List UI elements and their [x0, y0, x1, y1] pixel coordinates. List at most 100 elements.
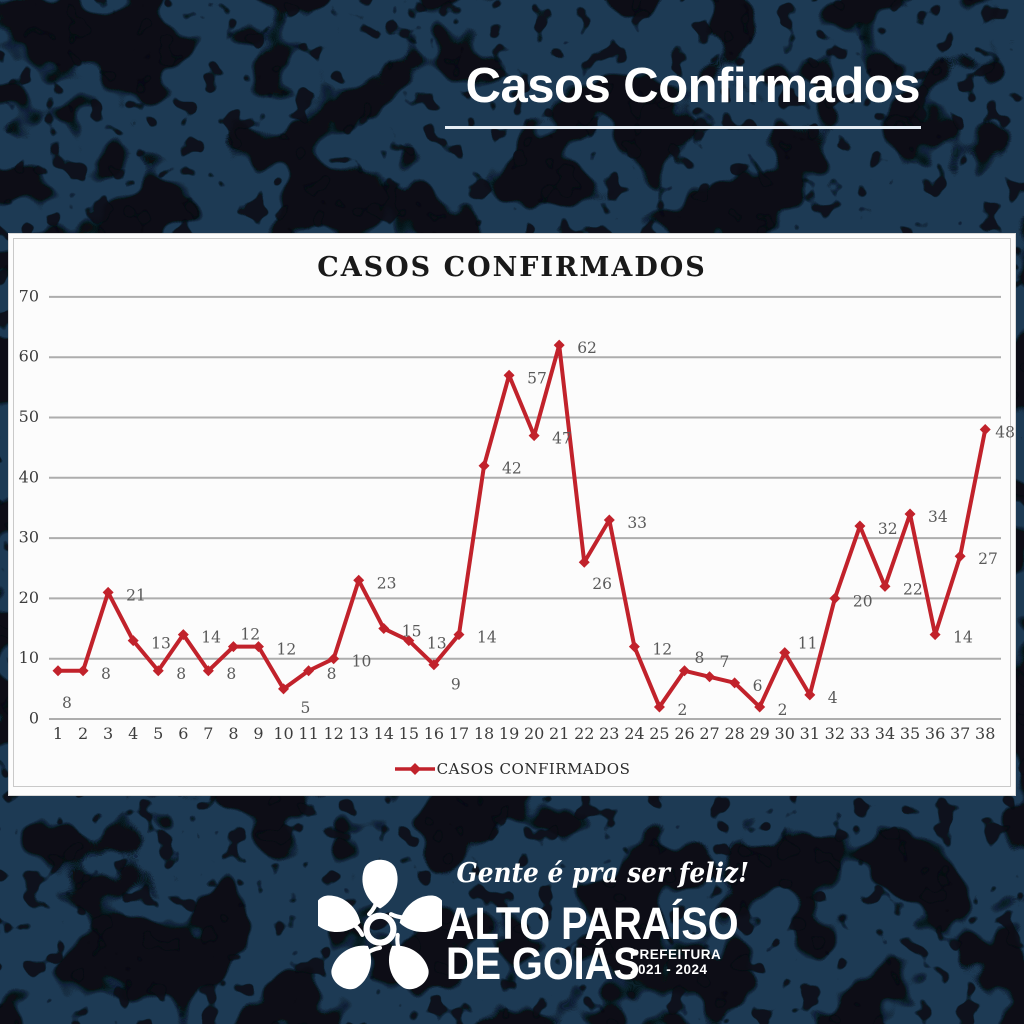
slogan: Gente é pra ser feliz! — [456, 858, 750, 889]
x-tick-label: 27 — [699, 724, 719, 743]
data-point-marker — [52, 665, 64, 677]
data-point-label: 8 — [327, 665, 337, 683]
data-point-marker — [628, 641, 640, 653]
chart-title: CASOS CONFIRMADOS — [317, 252, 707, 283]
flower-petal — [318, 895, 361, 932]
data-point-label: 4 — [828, 689, 838, 707]
x-tick-label: 6 — [178, 724, 188, 743]
flower-petal — [331, 945, 371, 990]
data-point-label: 5 — [301, 699, 311, 717]
data-point-label: 10 — [352, 653, 372, 671]
data-point-label: 23 — [377, 574, 397, 592]
chart-legend: CASOS CONFIRMADOS — [9, 760, 1015, 778]
data-point-marker — [578, 556, 590, 568]
data-point-label: 6 — [753, 677, 763, 695]
flower-petal — [399, 895, 442, 932]
data-point-label: 11 — [798, 635, 818, 653]
x-tick-label: 3 — [103, 724, 113, 743]
flower-petal — [389, 945, 429, 990]
data-point-label: 62 — [577, 339, 597, 357]
data-point-marker — [528, 430, 540, 442]
data-point-marker — [478, 460, 490, 472]
x-tick-label: 14 — [374, 724, 394, 743]
data-point-marker — [704, 671, 716, 683]
y-tick-label: 20 — [19, 588, 39, 607]
x-tick-label: 18 — [474, 724, 494, 743]
x-tick-label: 37 — [950, 724, 970, 743]
data-point-label: 34 — [928, 508, 948, 526]
data-point-label: 8 — [62, 694, 72, 712]
x-tick-label: 13 — [349, 724, 369, 743]
data-point-label: 13 — [427, 635, 447, 653]
data-point-label: 15 — [402, 623, 422, 641]
data-point-label: 7 — [720, 653, 730, 671]
y-tick-label: 70 — [19, 286, 39, 305]
x-tick-label: 5 — [153, 724, 163, 743]
data-point-marker — [804, 689, 816, 701]
x-tick-label: 38 — [975, 724, 995, 743]
data-point-marker — [854, 520, 866, 532]
x-tick-label: 21 — [549, 724, 569, 743]
data-point-label: 20 — [853, 592, 873, 610]
data-point-label: 14 — [201, 629, 221, 647]
data-point-label: 32 — [878, 520, 898, 538]
x-tick-label: 24 — [624, 724, 644, 743]
data-point-label: 8 — [226, 665, 236, 683]
data-point-marker — [403, 635, 415, 647]
data-point-marker — [679, 665, 690, 677]
data-point-marker — [453, 629, 465, 641]
data-point-marker — [278, 683, 290, 695]
city-name-line2: DE GOIÁS — [446, 938, 640, 989]
data-point-marker — [603, 514, 615, 526]
data-point-label: 48 — [995, 424, 1015, 442]
data-point-label: 14 — [477, 629, 497, 647]
data-point-label: 8 — [101, 665, 111, 683]
data-point-marker — [227, 641, 239, 653]
data-point-marker — [503, 369, 515, 381]
term-label: 2021 - 2024 — [630, 962, 708, 977]
x-tick-label: 15 — [399, 724, 419, 743]
data-point-marker — [353, 574, 365, 586]
city-name-line1: ALTO PARAÍSO — [446, 898, 739, 949]
data-point-marker — [177, 629, 189, 641]
x-tick-label: 22 — [574, 724, 594, 743]
x-tick-label: 1 — [53, 724, 63, 743]
x-tick-label: 34 — [875, 724, 895, 743]
x-tick-label: 29 — [750, 724, 770, 743]
flower-tendril — [367, 881, 380, 917]
data-point-label: 9 — [451, 676, 461, 694]
data-point-marker — [252, 641, 264, 653]
data-point-label: 47 — [552, 430, 572, 448]
x-tick-label: 20 — [524, 724, 544, 743]
x-tick-label: 36 — [925, 724, 945, 743]
prefeitura-block: PREFEITURA 2021 - 2024 — [630, 947, 721, 977]
x-tick-label: 35 — [900, 724, 920, 743]
data-point-marker — [779, 647, 791, 659]
data-point-marker — [378, 623, 390, 635]
chart-panel: 0 10 20 30 40 50 60 70 1 2 3 4 5 6 7 8 9 10 11 12 13 14 15 16 17… — [8, 233, 1016, 796]
y-tick-label: 30 — [19, 528, 39, 547]
data-point-label: 12 — [652, 641, 672, 659]
data-point-marker — [428, 659, 440, 671]
data-point-label: 14 — [953, 629, 973, 647]
series-line — [56, 343, 988, 709]
x-tick-label: 4 — [128, 724, 138, 743]
x-tick-label: 31 — [800, 724, 820, 743]
data-point-label: 12 — [276, 641, 296, 659]
data-point-marker — [879, 580, 891, 592]
x-tick-label: 9 — [253, 724, 263, 743]
data-point-label: 2 — [677, 701, 687, 719]
data-point-label: 13 — [151, 635, 171, 653]
data-point-marker — [303, 665, 315, 677]
data-point-marker — [653, 701, 665, 713]
x-tick-label: 17 — [449, 724, 469, 743]
x-tick-label: 12 — [323, 724, 343, 743]
x-tick-label: 32 — [825, 724, 845, 743]
x-tick-label: 10 — [273, 724, 293, 743]
data-point-marker — [729, 677, 741, 689]
data-point-marker — [202, 665, 214, 677]
x-tick-label: 11 — [298, 724, 318, 743]
data-point-marker — [829, 592, 841, 604]
x-tick-label: 2 — [78, 724, 88, 743]
